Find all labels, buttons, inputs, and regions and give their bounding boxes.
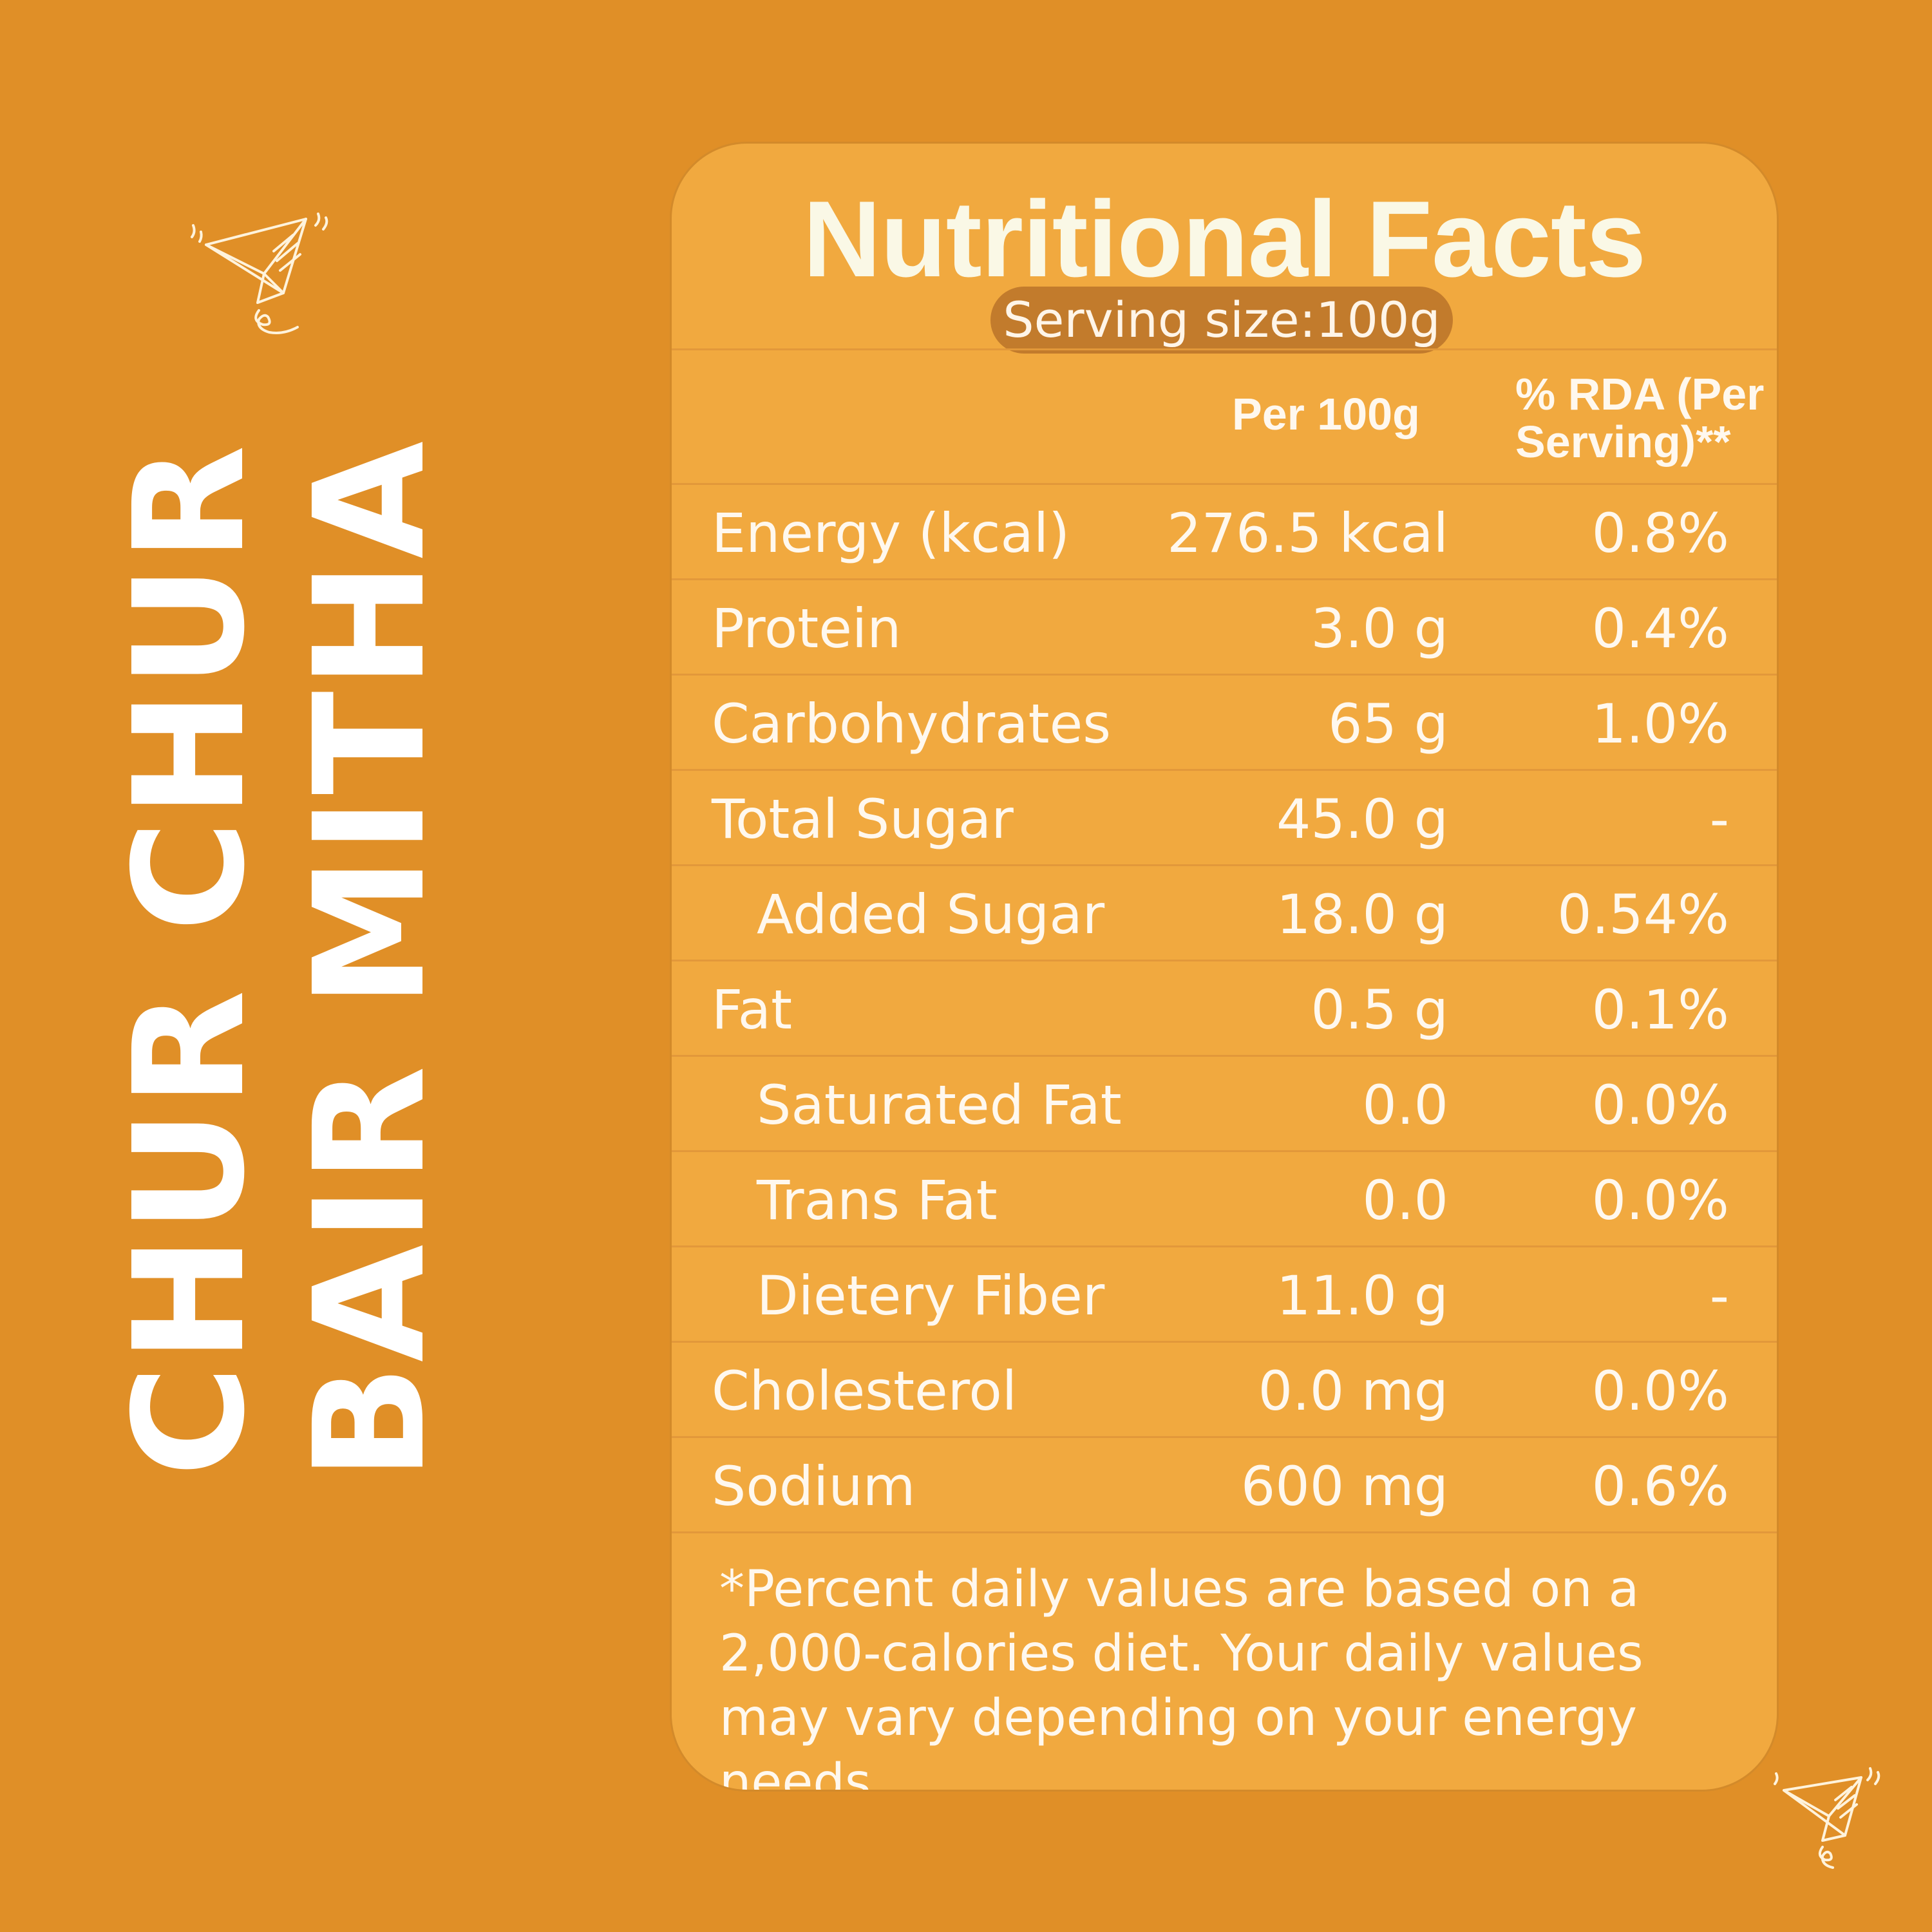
divider xyxy=(672,348,1777,350)
nutrient-name: Carbohydrates xyxy=(712,692,1112,755)
nutrient-rda: - xyxy=(1709,788,1729,851)
nutrient-rda: 0.8% xyxy=(1591,502,1729,565)
nutrient-rda: 0.4% xyxy=(1591,597,1729,660)
table-row: Fat 0.5 g 0.1% xyxy=(672,961,1777,1057)
table-row: Cholesterol 0.0 mg 0.0% xyxy=(672,1343,1777,1438)
nutrient-name: Protein xyxy=(712,597,902,660)
nutrition-facts-card: Nutritional Facts Serving size:100g Per … xyxy=(670,142,1779,1792)
nutrient-value: 0.5 g xyxy=(1311,978,1448,1041)
serving-size-badge: Serving size:100g xyxy=(990,287,1453,354)
nutrient-value: 3.0 g xyxy=(1311,597,1448,660)
nutrient-value: 0.0 mg xyxy=(1258,1359,1448,1423)
table-row: Total Sugar 45.0 g - xyxy=(672,771,1777,866)
table-row: Trans Fat 0.0 0.0% xyxy=(672,1152,1777,1247)
card-title: Nutritional Facts xyxy=(802,178,1646,299)
nutrient-name: Fat xyxy=(712,978,793,1041)
table-row: Protein 3.0 g 0.4% xyxy=(672,580,1777,676)
nutrient-table: Energy (kcal) 276.5 kcal 0.8% Protein 3.… xyxy=(672,485,1777,1533)
nutrient-name: Saturated Fat xyxy=(757,1074,1122,1137)
nutrient-value: 45.0 g xyxy=(1276,788,1448,851)
product-title-line-1: CHUR CHUR xyxy=(101,442,278,1477)
nutrient-rda: 0.6% xyxy=(1591,1455,1729,1518)
nutrient-name: Sodium xyxy=(712,1455,916,1518)
nutrient-name: Dietery Fiber xyxy=(757,1264,1105,1327)
nutrient-name: Total Sugar xyxy=(712,788,1014,851)
nutrient-name: Energy (kcal) xyxy=(712,502,1070,565)
table-row: Carbohydrates 65 g 1.0% xyxy=(672,676,1777,771)
nutrient-rda: - xyxy=(1709,1264,1729,1327)
nutrient-rda: 1.0% xyxy=(1591,692,1729,755)
nutrient-rda: 0.0% xyxy=(1591,1169,1729,1232)
table-row: Energy (kcal) 276.5 kcal 0.8% xyxy=(672,485,1777,580)
table-row: Saturated Fat 0.0 0.0% xyxy=(672,1057,1777,1152)
nutrient-value: 276.5 kcal xyxy=(1167,502,1448,565)
paper-plane-icon xyxy=(187,206,348,348)
nutrient-rda: 0.1% xyxy=(1591,978,1729,1041)
nutrient-value: 600 mg xyxy=(1240,1455,1448,1518)
nutrient-name: Added Sugar xyxy=(757,883,1105,946)
nutrient-rda: 0.0% xyxy=(1591,1359,1729,1423)
nutrient-value: 0.0 xyxy=(1362,1074,1448,1137)
nutrient-value: 0.0 xyxy=(1362,1169,1448,1232)
table-row: Sodium 600 mg 0.6% xyxy=(672,1438,1777,1533)
nutrient-value: 65 g xyxy=(1328,692,1448,755)
nutrient-value: 18.0 g xyxy=(1276,883,1448,946)
table-row: Added Sugar 18.0 g 0.54% xyxy=(672,866,1777,961)
nutrient-value: 11.0 g xyxy=(1276,1264,1448,1327)
column-header-rda: % RDA (Per Serving)** xyxy=(1515,369,1765,467)
column-header-per-100g: Per 100g xyxy=(1232,389,1420,439)
table-row: Dietery Fiber 11.0 g - xyxy=(672,1247,1777,1343)
nutrient-rda: 0.0% xyxy=(1591,1074,1729,1137)
paper-plane-icon xyxy=(1771,1765,1887,1874)
nutrient-rda: 0.54% xyxy=(1557,883,1729,946)
divider xyxy=(672,483,1777,485)
product-title: CHUR CHUR BAIR MITHA xyxy=(100,439,460,1481)
nutrient-name: Trans Fat xyxy=(757,1169,998,1232)
product-title-line-2: BAIR MITHA xyxy=(281,438,459,1481)
nutrient-name: Cholesterol xyxy=(712,1359,1018,1423)
footnote: *Percent daily values are based on a 2,0… xyxy=(719,1560,1643,1792)
